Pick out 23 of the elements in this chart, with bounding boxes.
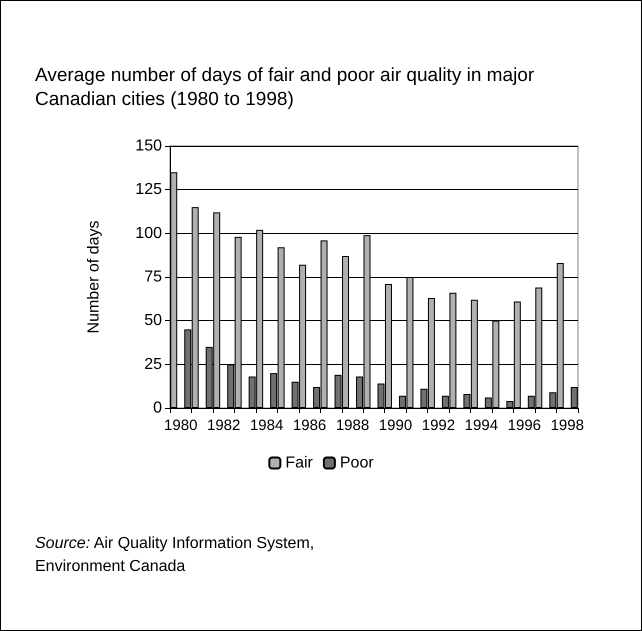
y-tick-label: 0: [153, 400, 162, 416]
x-tick-label: 1988: [336, 417, 370, 434]
x-tick-label: 1984: [250, 417, 284, 434]
y-tick-label: 25: [144, 356, 162, 373]
x-tick-label: 1996: [508, 417, 542, 434]
y-tick-label: 75: [144, 268, 162, 286]
x-tick-label: 1998: [550, 417, 584, 434]
x-tick-label: 1992: [422, 417, 456, 434]
x-tick-label: 1986: [292, 417, 326, 434]
y-tick-label: 50: [144, 312, 162, 330]
legend-label: Fair: [285, 454, 314, 472]
x-tick-label: 1990: [378, 417, 412, 434]
x-tick-label: 1994: [464, 417, 498, 434]
y-axis-title: Number of days: [86, 220, 102, 334]
legend-label: Poor: [340, 454, 374, 472]
y-tick-label: 150: [135, 138, 162, 154]
y-tick-label: 125: [135, 181, 162, 198]
x-tick-label: 1982: [206, 417, 240, 434]
x-tick-label: 1980: [164, 417, 198, 434]
chart-title: Average number of days of fair and poor air quality in major Canadian cities (1980 to 1998): [35, 64, 536, 112]
y-tick-label: 100: [135, 224, 162, 242]
source-note: Source: Air Quality Information System, Environment Canada: [35, 535, 314, 575]
bar: [570, 387, 578, 408]
